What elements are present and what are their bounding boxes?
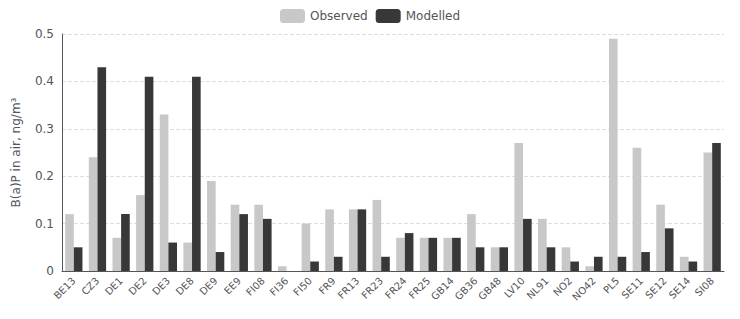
svg-text:DE1: DE1 — [103, 275, 125, 297]
svg-text:SI08: SI08 — [693, 275, 716, 298]
svg-text:SE12: SE12 — [643, 275, 669, 301]
svg-text:EE9: EE9 — [222, 275, 243, 296]
svg-text:FI36: FI36 — [268, 275, 291, 298]
svg-text:NL91: NL91 — [525, 275, 551, 301]
svg-text:Modelled: Modelled — [406, 9, 460, 23]
svg-text:0: 0 — [46, 264, 54, 278]
svg-text:BE13: BE13 — [52, 275, 78, 301]
svg-text:DE8: DE8 — [174, 275, 196, 297]
svg-text:DE2: DE2 — [126, 275, 148, 297]
svg-text:SE14: SE14 — [667, 275, 693, 301]
svg-text:0.3: 0.3 — [35, 122, 54, 136]
svg-text:PL5: PL5 — [601, 275, 621, 295]
svg-text:0.1: 0.1 — [35, 217, 54, 231]
svg-text:FI08: FI08 — [244, 275, 267, 298]
svg-text:Observed: Observed — [310, 9, 368, 23]
svg-text:GB36: GB36 — [453, 275, 480, 302]
svg-text:CZ3: CZ3 — [79, 275, 101, 297]
svg-text:FR25: FR25 — [407, 275, 433, 301]
svg-text:LV10: LV10 — [502, 275, 527, 300]
svg-text:FI50: FI50 — [291, 275, 314, 298]
svg-text:DE9: DE9 — [197, 275, 219, 297]
svg-text:DE3: DE3 — [150, 275, 172, 297]
svg-text:NO2: NO2 — [551, 275, 575, 299]
svg-text:B(a)P in air, ng/m³: B(a)P in air, ng/m³ — [9, 97, 23, 207]
svg-text:0.5: 0.5 — [35, 27, 54, 41]
svg-text:GB48: GB48 — [476, 275, 503, 302]
svg-text:FR13: FR13 — [336, 275, 362, 301]
svg-text:NO42: NO42 — [570, 275, 598, 303]
svg-text:FR24: FR24 — [383, 275, 409, 301]
svg-text:FR9: FR9 — [316, 275, 338, 297]
svg-text:GB14: GB14 — [429, 275, 456, 302]
svg-text:0.4: 0.4 — [35, 74, 54, 88]
svg-text:0.2: 0.2 — [35, 169, 54, 183]
svg-text:SE11: SE11 — [619, 275, 645, 301]
svg-text:FR23: FR23 — [359, 275, 385, 301]
